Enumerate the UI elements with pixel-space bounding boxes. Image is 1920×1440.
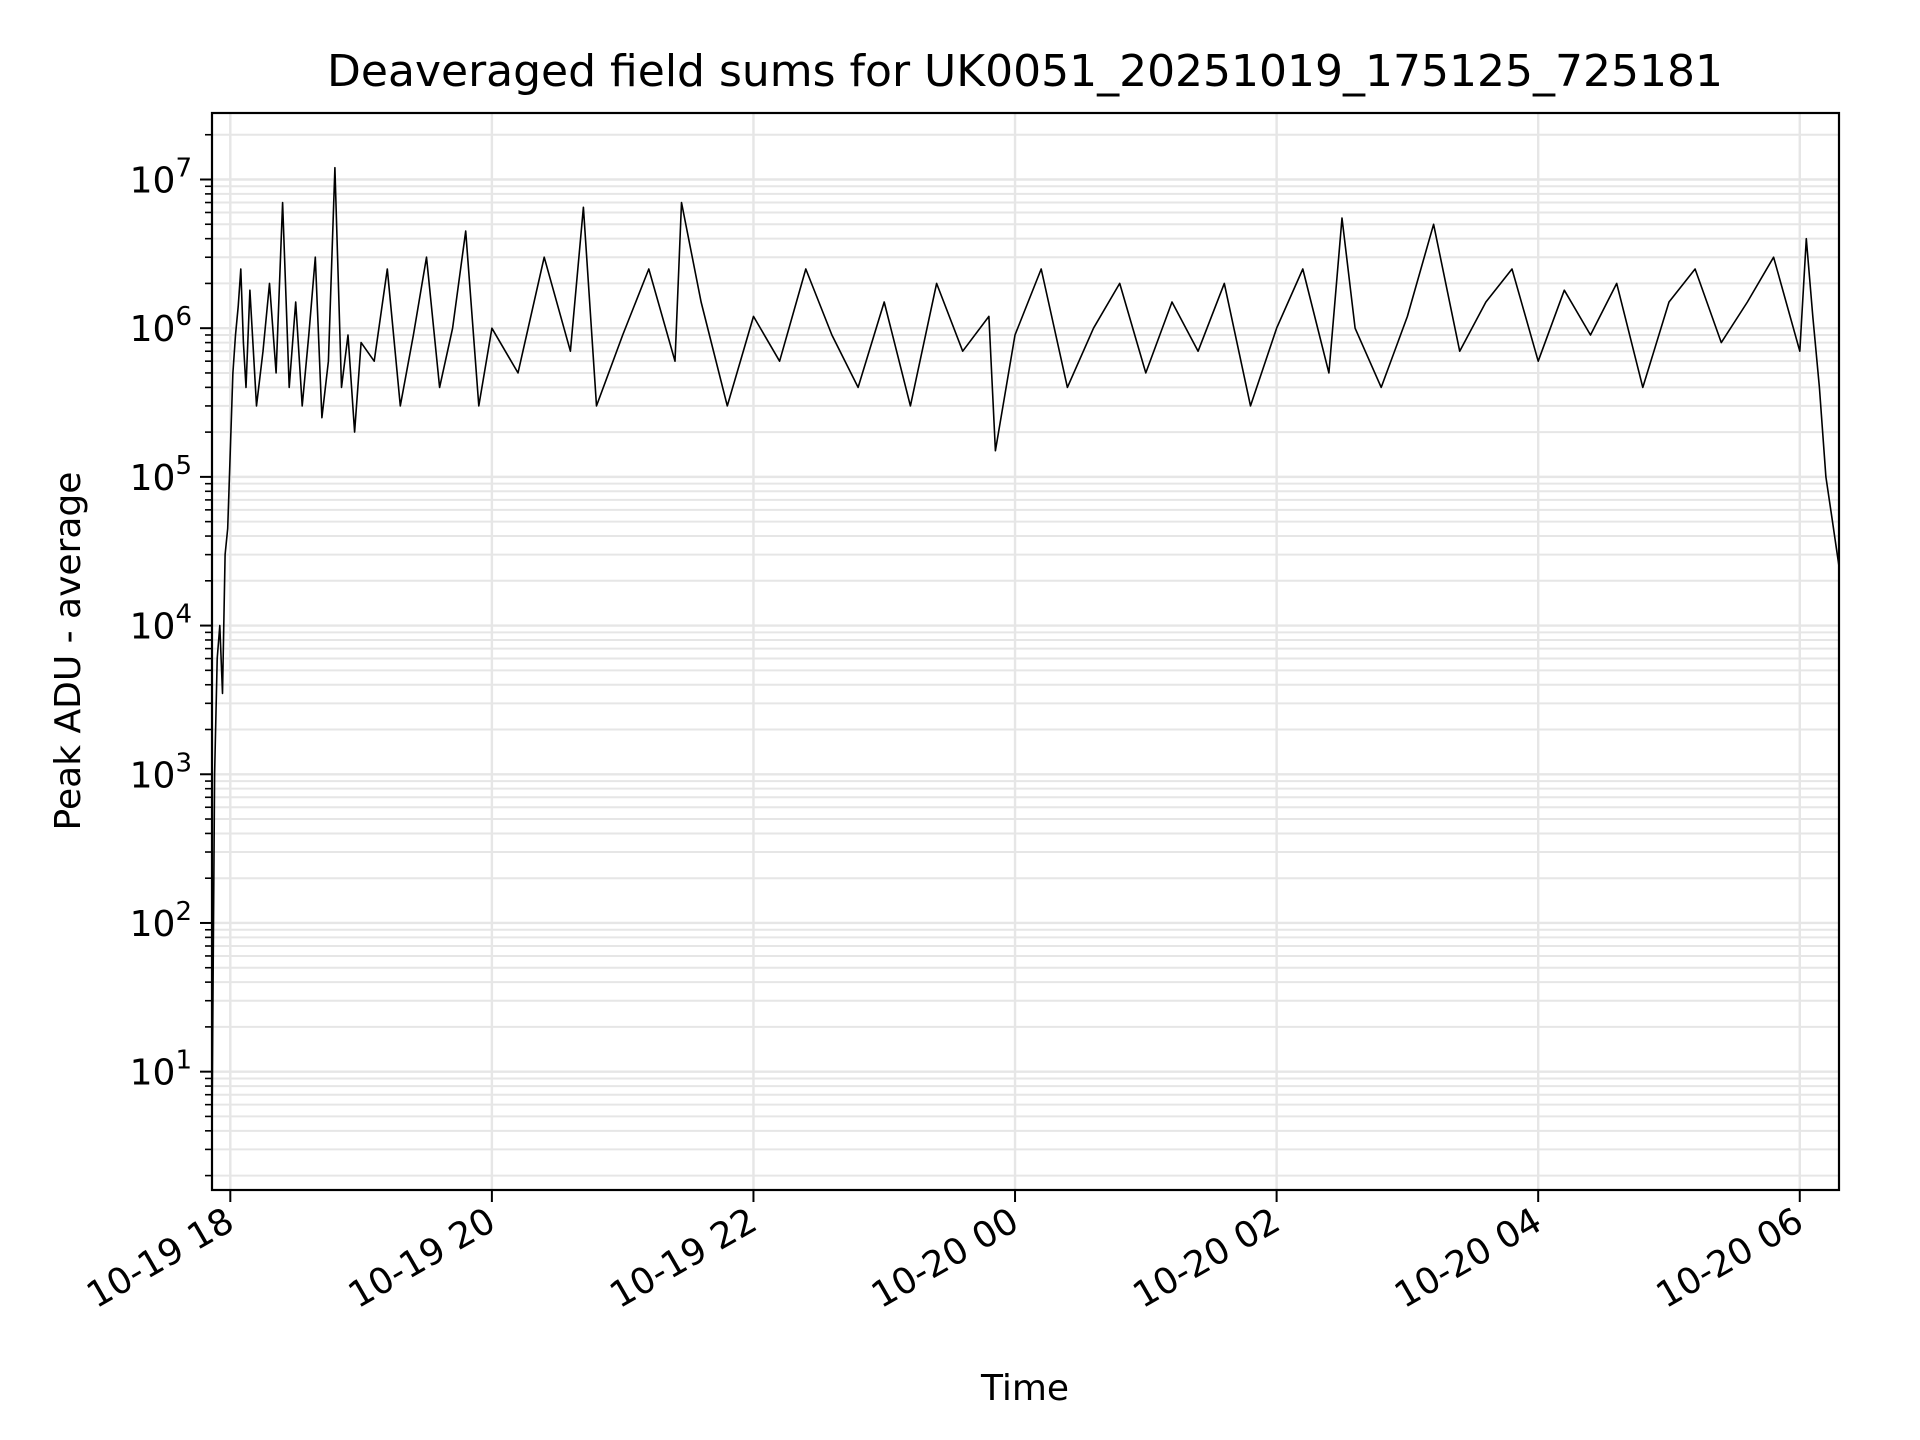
- y-tick-label: 107: [130, 153, 192, 201]
- y-tick-exponent: 5: [175, 451, 192, 481]
- series-layer: [211, 166, 1840, 1131]
- y-tick-exponent: 6: [175, 302, 192, 332]
- y-tick-base: 10: [130, 309, 176, 350]
- y-tick-exponent: 1: [175, 1046, 192, 1076]
- y-tick-base: 10: [130, 1053, 176, 1094]
- y-tick-label: 105: [130, 451, 192, 499]
- y-tick-base: 10: [130, 458, 176, 499]
- y-tick-label: 104: [130, 600, 192, 648]
- y-axis-label: Peak ADU - average: [48, 472, 89, 831]
- chart-title: Deaveraged field sums for UK0051_2025101…: [327, 46, 1723, 97]
- y-tick-label: 101: [130, 1046, 192, 1094]
- y-tick-label: 103: [130, 748, 192, 796]
- y-tick-exponent: 2: [175, 897, 192, 927]
- y-tick-exponent: 7: [175, 153, 192, 183]
- plot-frame: [210, 111, 1841, 1192]
- y-tick-base: 10: [130, 755, 176, 796]
- y-tick-base: 10: [130, 160, 176, 201]
- y-tick-exponent: 3: [175, 748, 192, 778]
- x-axis-label: Time: [980, 1368, 1069, 1409]
- series-line: [211, 166, 1840, 1131]
- y-tick-exponent: 4: [175, 600, 192, 630]
- y-tick-label: 102: [130, 897, 192, 945]
- grid: [212, 113, 1839, 1190]
- y-tick-label: 106: [130, 302, 192, 350]
- y-tick-base: 10: [130, 607, 176, 648]
- y-tick-base: 10: [130, 904, 176, 945]
